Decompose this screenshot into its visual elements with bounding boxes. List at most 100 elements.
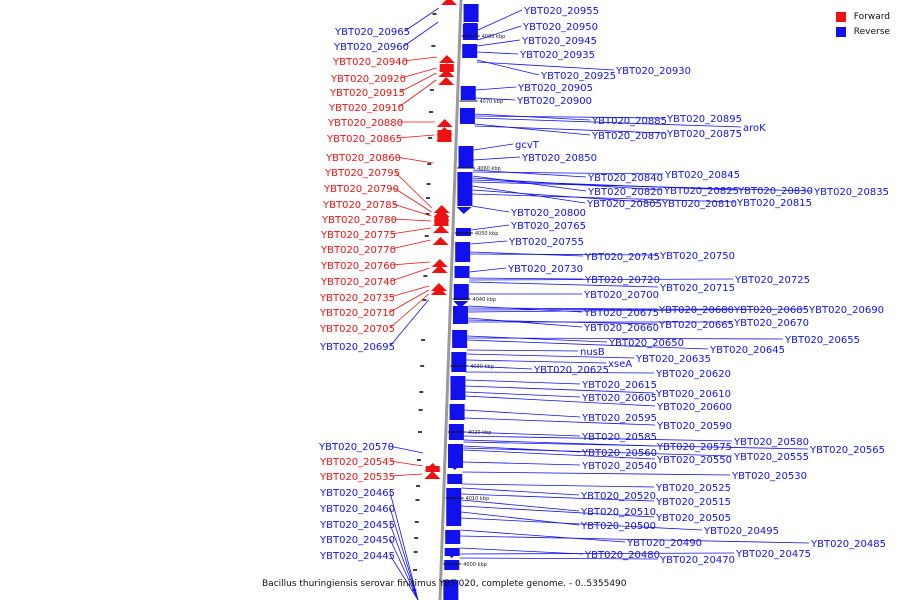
reverse-gene-arrow [448,433,464,440]
label-leader-line [477,51,519,55]
forward-gene-arrow [432,237,449,245]
label-leader-line [477,25,522,41]
label-leader-line [389,507,419,600]
reverse-gene-arrow [457,191,473,198]
label-leader-line [473,156,521,161]
reverse-gene-arrow [444,563,460,570]
label-leader-line [462,483,655,488]
label-leader-line [389,289,430,313]
legend-item-forward: Forward [835,9,890,24]
label-leader-line [403,21,439,47]
gene-label: YBT020_20710 [319,308,395,319]
legend-label-reverse: Reverse [853,26,890,37]
reverse-gene-arrow [447,475,463,482]
label-leader-line [389,538,419,600]
gene-label: YBT020_20840 [587,173,663,184]
gene-label: YBT020_20775 [320,230,396,241]
gene-label: YBT020_20930 [615,66,691,77]
forward-gene-arrow [438,69,455,77]
forward-gene-arrow [431,265,448,273]
reverse-gene-arrow [447,455,463,462]
gene-label: YBT020_20920 [330,74,406,85]
gene-label: YBT020_20680 [658,305,734,316]
reverse-gene-arrow [462,51,478,58]
gene-label: YBT020_20820 [587,187,663,198]
gene-label: YBT020_20870 [591,131,667,142]
label-leader-line [398,79,437,108]
label-leader-line [464,409,581,418]
label-leader-line [467,335,608,343]
label-leader-line [476,61,615,71]
label-leader-line [389,491,419,600]
forward-gene-block [425,466,440,472]
gene-label: YBT020_20935 [519,50,595,61]
label-leader-line [389,285,430,298]
gene-label: YBT020_20460 [319,504,395,515]
kbp-tick-label: 4040 kbp [473,297,497,303]
label-leader-line [389,554,419,600]
gene-label: YBT020_20805 [586,199,662,210]
label-leader-line [390,227,432,235]
kbp-tick-label: 4080 kbp [482,34,506,40]
gene-label: YBT020_20835 [813,187,889,198]
gene-label: YBT020_20610 [655,389,731,400]
kbp-tick-label: 4020 kbp [468,430,492,436]
kbp-tick-label: 4010 kbp [466,496,490,502]
reverse-gene-arrow [457,197,472,204]
label-leader-line [395,156,434,164]
reverse-gene-arrow [453,287,469,294]
forward-gene-arrow [424,471,441,479]
label-leader-line [463,431,581,437]
gene-label: YBT020_20865 [326,134,402,145]
label-leader-line [460,517,703,531]
gene-label: YBT020_20940 [332,57,408,68]
reverse-gene-arrow [457,173,473,180]
gene-label: YBT020_20800 [510,208,586,219]
gene-label: YBT020_20475 [735,549,811,560]
gene-label: YBT020_20500 [580,521,656,532]
gene-label: aroK [743,123,766,134]
label-leader-line [470,253,659,256]
reverse-gene-arrow [451,365,467,372]
label-leader-line [468,308,733,311]
gene-label: YBT020_20635 [635,354,711,365]
reverse-gene-arrow [450,379,466,386]
gene-label: YBT020_20875 [666,129,742,140]
label-leader-line [463,447,733,457]
gene-label: YBT020_20450 [319,535,395,546]
label-leader-line [400,67,437,79]
label-leader-line [390,267,430,282]
reverse-gene-arrow [460,89,476,96]
gene-label: YBT020_20580 [733,437,809,448]
label-leader-line [389,299,429,347]
gene-label: YBT020_20720 [584,275,660,286]
gene-label: YBT020_20615 [581,380,657,391]
reverse-gene-arrow [452,313,468,320]
gene-label: YBT020_20655 [784,335,860,346]
label-leader-line [467,317,583,328]
gene-label: YBT020_20455 [319,520,395,531]
gene-label: YBT020_20915 [329,88,405,99]
kbp-tick-label: 4050 kbp [475,231,499,237]
reverse-gene-arrow [451,353,467,360]
reverse-gene-arrow [446,505,462,512]
gene-label: YBT020_20540 [581,461,657,472]
reverse-gene-arrow [462,31,478,38]
gene-label: YBT020_20740 [320,277,396,288]
kbp-tick-label: 4070 kbp [479,99,503,105]
reverse-gene-arrow [448,449,464,456]
gene-label: YBT020_20795 [324,168,400,179]
gene-label: YBT020_20585 [581,432,657,443]
forward-gene-arrow [433,209,450,217]
forward-gene-arrow [438,77,455,85]
reverse-gene-arrow [462,45,478,52]
gene-label: YBT020_20810 [661,199,737,210]
forward-gene-block [437,130,452,142]
label-leader-line [472,177,663,191]
label-leader-line [390,261,430,266]
gene-label: YBT020_20625 [533,365,609,376]
gene-label: YBT020_20505 [655,513,731,524]
gene-label: YBT020_20725 [734,275,810,286]
label-leader-line [465,385,655,394]
genome-axis [438,0,463,600]
